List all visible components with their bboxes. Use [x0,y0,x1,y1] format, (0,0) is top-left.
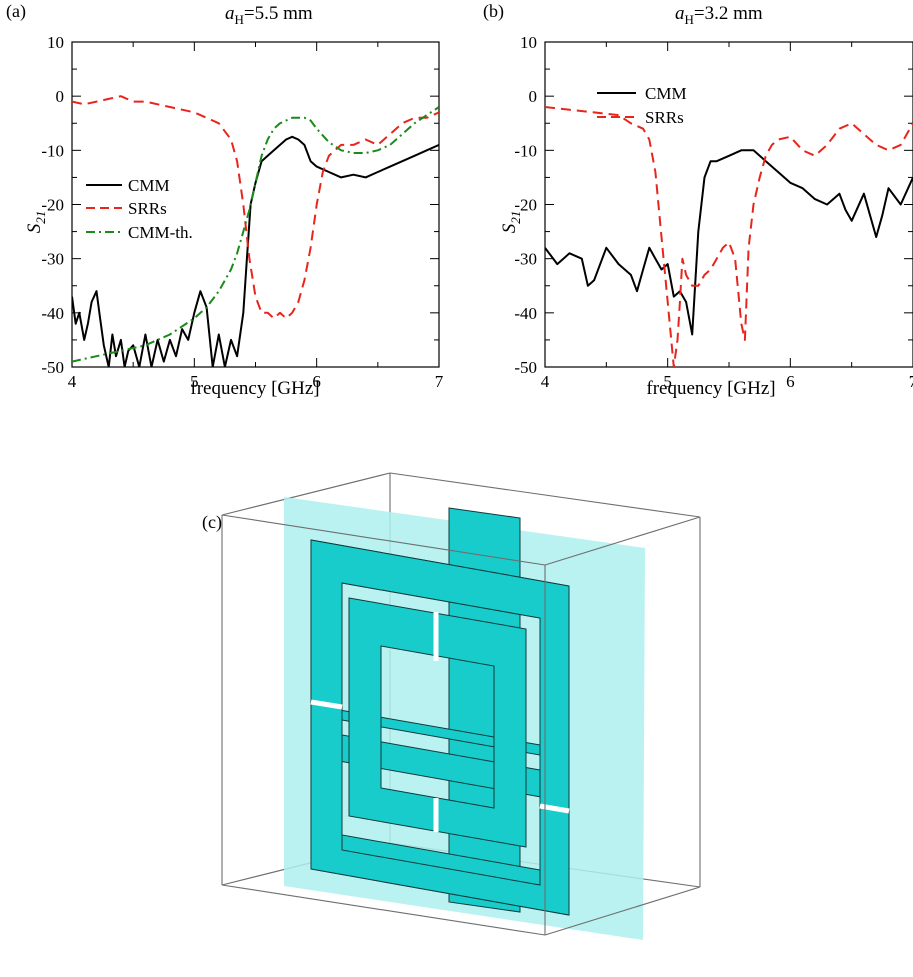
chart-title-a: aH=5.5 mm [225,3,313,27]
chart-panel-a: (a) aH=5.5 mm 4 5 6 7 10 0 -10 -20 -30 -40 -50 CMM… [6,1,444,399]
chart-title-b: aH=3.2 mm [675,3,763,27]
y-tick-label-a: -50 [41,358,64,377]
series-line-srrs-b [545,106,913,367]
x-axis-label-a: frequency [GHz] [190,378,319,399]
x-tick-label-a: 4 [68,372,77,391]
panel-label-a: (a) [6,1,26,22]
x-tick-label-a: 7 [435,372,444,391]
x-tick-label-a: 5 [190,372,199,391]
legend-label-cmm-b: CMM [645,84,687,103]
legend-label-cmmth-a: CMM-th. [128,223,193,242]
series-group-b [545,106,913,367]
y-tick-label-a: -10 [41,141,64,160]
y-tick-label-b: 0 [529,87,538,106]
inner-ring-body [348,597,527,848]
y-tick-label-a: -40 [41,304,64,323]
inner-split-ring [348,597,527,848]
chart-panel-b: (b) aH=3.2 mm 4 5 6 7 10 0 -10 -20 -30 -40 -50 CMM… [483,1,913,399]
legend-label-srrs-b: SRRs [645,108,684,127]
legend-a: CMM SRRs CMM-th. [86,176,193,242]
unit-cell-illustration: (c) [202,472,701,940]
series-line-cmm-th--a [72,106,439,363]
axis-ticks-a: 4 5 6 7 10 0 -10 -20 -30 -40 -50 [41,33,443,391]
series-line-cmm-b [545,149,913,336]
series-line-cmm-a [72,135,439,367]
y-tick-label-a: 10 [47,33,64,52]
series-group-a [72,95,439,367]
y-tick-label-b: -30 [514,250,537,269]
legend-label-cmm-a: CMM [128,176,170,195]
x-axis-label-b: frequency [GHz] [646,378,775,399]
legend-label-srrs-a: SRRs [128,199,167,218]
x-tick-label-b: 4 [541,372,550,391]
y-axis-label-b: S21 [499,211,523,234]
x-tick-label-b: 5 [663,372,672,391]
panel-label-b: (b) [483,1,504,22]
box-front-edges [221,514,701,936]
y-axis-label-a: S21 [24,211,48,234]
y-tick-label-a: 0 [56,87,65,106]
y-tick-label-b: -10 [514,141,537,160]
x-tick-label-a: 6 [312,372,321,391]
series-line-srrs-a [72,95,439,320]
outer-ring-body [310,539,570,916]
y-tick-label-b: -50 [514,358,537,377]
legend-b: CMM SRRs [597,84,687,127]
axis-ticks-b: 4 5 6 7 10 0 -10 -20 -30 -40 -50 [514,33,913,391]
y-tick-label-b: -40 [514,304,537,323]
y-tick-label-b: -20 [514,196,537,215]
plot-frame-b [544,41,913,368]
y-tick-label-b: 10 [520,33,537,52]
x-tick-label-b: 6 [786,372,795,391]
y-tick-label-a: -20 [41,196,64,215]
y-tick-label-a: -30 [41,250,64,269]
outer-ring-gap-left [310,699,343,710]
panel-label-c: (c) [202,512,222,533]
x-tick-label-b: 7 [909,372,913,391]
